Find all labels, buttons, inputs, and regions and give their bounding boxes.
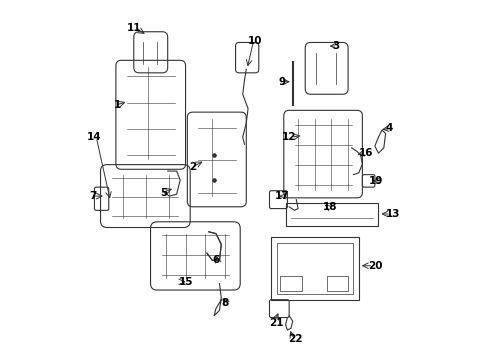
Text: 12: 12 [281,132,296,142]
Text: 2: 2 [189,162,196,172]
Text: 7: 7 [89,191,96,201]
Bar [326,276,347,291]
Text: 11: 11 [126,23,141,33]
Text: 17: 17 [274,191,289,201]
Text: 3: 3 [331,41,339,51]
Text: 4: 4 [385,123,392,133]
Bar [271,237,358,300]
Text: 15: 15 [178,277,193,287]
Bar [280,276,301,291]
Text: 21: 21 [268,318,283,328]
Text: 8: 8 [221,298,228,308]
Text: 22: 22 [287,334,302,344]
Text: 13: 13 [385,209,399,219]
Text: 20: 20 [367,261,382,271]
Text: 1: 1 [114,100,121,110]
Bar [285,203,378,226]
Text: 19: 19 [368,176,383,186]
Text: 9: 9 [278,77,285,87]
Text: 10: 10 [247,36,262,46]
Bar [276,243,353,294]
Text: 16: 16 [358,148,372,158]
Text: 6: 6 [212,255,219,265]
Text: 14: 14 [87,132,102,142]
Text: 18: 18 [322,202,336,212]
Text: 5: 5 [160,188,167,198]
